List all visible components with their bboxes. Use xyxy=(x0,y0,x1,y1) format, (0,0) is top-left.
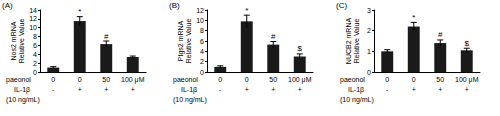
svg-text:14: 14 xyxy=(29,7,37,14)
svg-text:(10 ng/mL): (10 ng/mL) xyxy=(340,96,374,104)
svg-text:*: * xyxy=(78,7,81,16)
svg-text:100 μM: 100 μM xyxy=(121,76,145,84)
svg-text:50: 50 xyxy=(436,76,444,83)
svg-text:IL-1β: IL-1β xyxy=(348,86,364,94)
svg-text:2: 2 xyxy=(33,60,37,67)
svg-text:IL-1β: IL-1β xyxy=(181,86,197,94)
svg-text:(B): (B) xyxy=(169,1,180,10)
svg-text:50: 50 xyxy=(102,76,110,83)
svg-text:#: # xyxy=(104,32,109,41)
svg-text:2: 2 xyxy=(367,27,371,34)
svg-text:8: 8 xyxy=(200,27,204,34)
svg-text:0: 0 xyxy=(218,76,222,83)
svg-text:10: 10 xyxy=(29,24,37,31)
svg-text:Ptgs2 mRNA: Ptgs2 mRNA xyxy=(177,20,185,61)
svg-text:*: * xyxy=(412,13,415,22)
svg-text:paeonol: paeonol xyxy=(340,76,365,84)
svg-text:0: 0 xyxy=(78,76,82,83)
svg-text:Relative Value: Relative Value xyxy=(18,19,25,64)
svg-text:+: + xyxy=(245,86,249,93)
svg-text:$: $ xyxy=(298,44,303,53)
svg-text:(10 ng/mL): (10 ng/mL) xyxy=(173,96,207,104)
svg-text:(A): (A) xyxy=(2,1,13,10)
svg-text:Nos2 mRNA: Nos2 mRNA xyxy=(10,21,17,60)
svg-text:+: + xyxy=(465,86,469,93)
svg-text:+: + xyxy=(271,86,275,93)
svg-text:(C): (C) xyxy=(336,1,347,10)
svg-text:paeonol: paeonol xyxy=(173,76,198,84)
svg-text:NUCB2 mRNA: NUCB2 mRNA xyxy=(345,18,352,65)
svg-text:0: 0 xyxy=(51,76,55,83)
svg-text:0: 0 xyxy=(412,76,416,83)
svg-text:2: 2 xyxy=(200,58,204,65)
svg-text:$: $ xyxy=(465,39,470,48)
svg-text:0: 0 xyxy=(33,69,37,76)
svg-text:1: 1 xyxy=(367,48,371,55)
svg-text:Relative Value: Relative Value xyxy=(185,19,192,64)
svg-text:+: + xyxy=(78,86,82,93)
svg-text:6: 6 xyxy=(33,42,37,49)
svg-text:Relative Value: Relative Value xyxy=(353,19,360,64)
svg-text:50: 50 xyxy=(269,76,277,83)
svg-text:10: 10 xyxy=(196,17,204,24)
svg-text:+: + xyxy=(438,86,442,93)
svg-text:3: 3 xyxy=(367,7,371,14)
svg-text:0: 0 xyxy=(245,76,249,83)
svg-text:IL-1β: IL-1β xyxy=(14,86,30,94)
svg-text:12: 12 xyxy=(196,7,204,14)
svg-text:#: # xyxy=(271,32,276,41)
svg-text:6: 6 xyxy=(200,38,204,45)
svg-text:100 μM: 100 μM xyxy=(455,76,479,84)
svg-text:8: 8 xyxy=(33,33,37,40)
svg-text:4: 4 xyxy=(200,48,204,55)
svg-text:+: + xyxy=(104,86,108,93)
svg-text:paeonol: paeonol xyxy=(6,76,31,84)
svg-text:-: - xyxy=(219,86,222,93)
svg-text:100 μM: 100 μM xyxy=(288,76,312,84)
svg-text:-: - xyxy=(386,86,389,93)
svg-text:+: + xyxy=(298,86,302,93)
svg-text:(10 ng/mL): (10 ng/mL) xyxy=(6,96,40,104)
svg-text:*: * xyxy=(245,6,248,15)
svg-text:0: 0 xyxy=(200,69,204,76)
svg-text:12: 12 xyxy=(29,15,37,22)
svg-text:#: # xyxy=(438,30,443,39)
svg-text:0: 0 xyxy=(367,69,371,76)
svg-text:+: + xyxy=(412,86,416,93)
svg-text:0: 0 xyxy=(385,76,389,83)
svg-text:-: - xyxy=(52,86,55,93)
svg-text:+: + xyxy=(131,86,135,93)
svg-text:4: 4 xyxy=(33,51,37,58)
